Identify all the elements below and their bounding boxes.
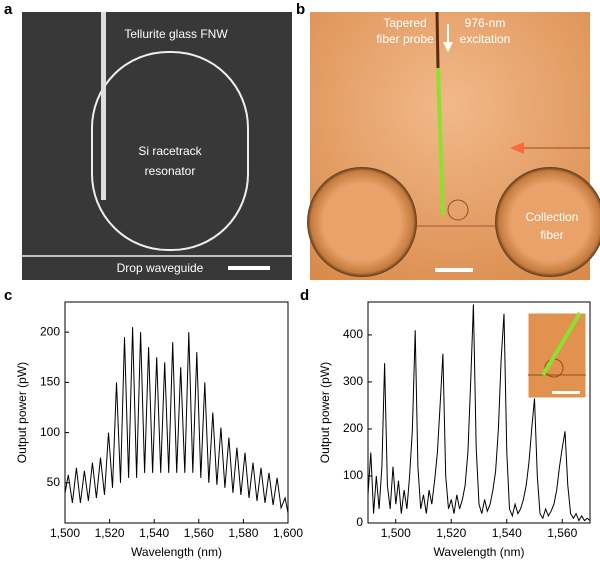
x-tick-label: 1,520 [436,526,466,540]
taper-marker [510,142,524,154]
y-tick-label: 0 [356,515,363,529]
label: Drop waveguide [117,261,204,275]
lens-fiber [307,167,417,277]
scale-bar [228,266,270,270]
y-tick-label: 100 [40,425,60,439]
y-axis-label: Output power (pW) [15,362,29,463]
label: Tellurite glass FNW [124,27,228,41]
spectrum-line [64,327,289,514]
label: Tapered [383,16,426,30]
optical-image: Tapered fiber probe 976-nm excitation Co… [307,11,600,280]
x-tick-label: 1,580 [228,526,258,540]
scale-bar [435,268,473,272]
label: 976-nm [465,16,506,30]
collection-fiber [495,167,600,277]
label: Collection [526,210,579,224]
sem-image: Tellurite glass FNW Si racetrack resonat… [22,12,292,280]
plot-frame [64,301,289,524]
x-tick-label: 1,540 [492,526,522,540]
plot-frame [367,301,591,524]
x-tick-label: 1,600 [273,526,303,540]
label: Si racetrack [138,144,202,158]
y-axis-label: Output power (pW) [318,362,332,463]
inset-scale-bar [552,391,580,394]
y-tick-label: 400 [343,327,363,341]
x-tick-label: 1,560 [184,526,214,540]
resonator [447,199,469,221]
x-axis-label: Wavelength (nm) [131,545,222,559]
x-tick-label: 1,520 [95,526,125,540]
label: fiber [540,228,563,242]
y-tick-label: 300 [343,374,363,388]
panel-letter: c [4,287,12,304]
y-tick-label: 200 [40,324,60,338]
y-tick-label: 100 [343,468,363,482]
y-tick-label: 200 [343,421,363,435]
x-tick-label: 1,500 [381,526,411,540]
fiber [101,12,106,200]
panel-letter: b [296,1,305,18]
y-tick-label: 150 [40,375,60,389]
y-tick-label: 50 [47,475,61,489]
inset-background [527,312,587,399]
fiber-probe [435,11,440,69]
label: fiber probe [376,32,434,46]
x-axis-label: Wavelength (nm) [434,545,525,559]
label: excitation [460,32,511,46]
panel-letter: d [300,287,309,304]
x-tick-label: 1,540 [139,526,169,540]
panel-letter: a [4,1,13,18]
green-emission [436,67,445,216]
inset-image [527,311,587,399]
x-tick-label: 1,560 [547,526,577,540]
spectrum-line [367,304,591,522]
x-tick-label: 1,500 [50,526,80,540]
arrow-head [443,42,453,52]
racetrack [91,51,249,251]
inset-emission [541,311,582,377]
label: resonator [145,164,196,178]
